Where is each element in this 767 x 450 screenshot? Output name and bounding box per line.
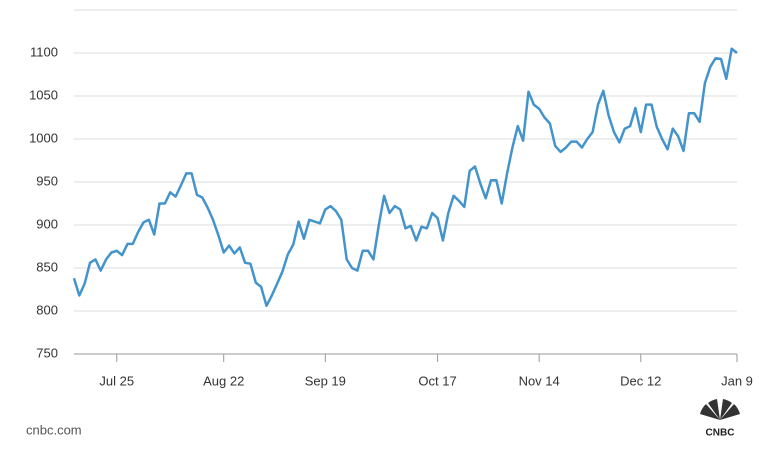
x-tick-label: Aug 22	[203, 373, 244, 388]
x-tick-label: Jul 25	[99, 373, 134, 388]
x-tick-label: Dec 12	[620, 373, 661, 388]
logo-icon	[700, 399, 740, 420]
y-tick-label: 1050	[29, 87, 58, 102]
y-tick-label: 750	[36, 345, 58, 360]
line-series	[72, 47, 738, 308]
x-tick-label: Oct 17	[418, 373, 456, 388]
y-tick-label: 900	[36, 216, 58, 231]
x-tick-label: Sep 19	[305, 373, 346, 388]
y-tick-label: 1000	[29, 130, 58, 145]
y-tick-label: 800	[36, 302, 58, 317]
x-tick-label: Nov 14	[519, 373, 560, 388]
y-tick-label: 950	[36, 173, 58, 188]
x-tick-label: Jan 9	[721, 373, 753, 388]
logo-text: CNBC	[706, 428, 735, 439]
y-tick-label: 1100	[30, 44, 58, 59]
y-tick-label: 850	[36, 259, 58, 274]
source: cnbc.com	[26, 422, 82, 437]
